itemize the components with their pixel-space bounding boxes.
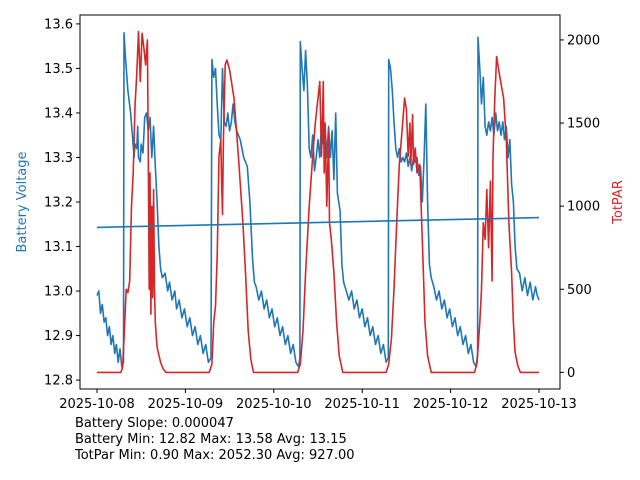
x-tick-label: 2025-10-08	[59, 397, 135, 412]
y-axis-left: 12.8 12.9 13.0 13.1 13.2 13.3 13.4 13.5 13.6	[44, 17, 80, 389]
axes-frame	[79, 14, 561, 390]
y-right-tick-label: 2000	[567, 33, 600, 48]
x-tick-label: 2025-10-09	[148, 397, 224, 412]
y-right-tick-label: 0	[567, 366, 575, 381]
battery-stats-text: Battery Min: 12.82 Max: 13.58 Avg: 13.15	[75, 432, 347, 447]
y-left-tick-label: 13.1	[44, 240, 73, 255]
y-left-tick-label: 13.4	[44, 106, 73, 121]
y-left-tick-label: 12.8	[44, 374, 73, 389]
y-axis-right-label: TotPAR	[611, 180, 626, 225]
battery-voltage-line	[96, 31, 540, 368]
y-axis-right: 0 500 1000 1500 2000	[560, 33, 600, 381]
plot-area	[96, 30, 540, 374]
x-tick-label: 2025-10-11	[324, 397, 400, 412]
battery-slope-text: Battery Slope: 0.000047	[75, 416, 234, 431]
y-left-tick-label: 13.0	[44, 285, 73, 300]
totpar-line	[97, 30, 539, 374]
y-left-tick-label: 13.3	[44, 151, 73, 166]
x-tick-label: 2025-10-13	[501, 397, 577, 412]
y-right-tick-label: 500	[567, 283, 592, 298]
x-tick-label: 2025-10-12	[413, 397, 489, 412]
y-left-tick-label: 13.2	[44, 196, 73, 211]
y-left-tick-label: 13.5	[44, 62, 73, 77]
x-tick-label: 2025-10-10	[236, 397, 312, 412]
y-left-tick-label: 13.6	[44, 17, 73, 32]
y-right-tick-label: 1500	[567, 117, 600, 132]
x-axis: 2025-10-08 2025-10-09 2025-10-10 2025-10-11…	[59, 389, 577, 412]
y-right-tick-label: 1000	[567, 200, 600, 215]
y-axis-left-label: Battery Voltage	[15, 151, 30, 252]
totpar-stats-text: TotPar Min: 0.90 Max: 2052.30 Avg: 927.0…	[75, 448, 355, 463]
battery-trend-line	[96, 216, 540, 229]
stats-block: Battery Slope: 0.000047 Battery Min: 12.…	[75, 416, 355, 464]
y-left-tick-label: 12.9	[44, 329, 73, 344]
